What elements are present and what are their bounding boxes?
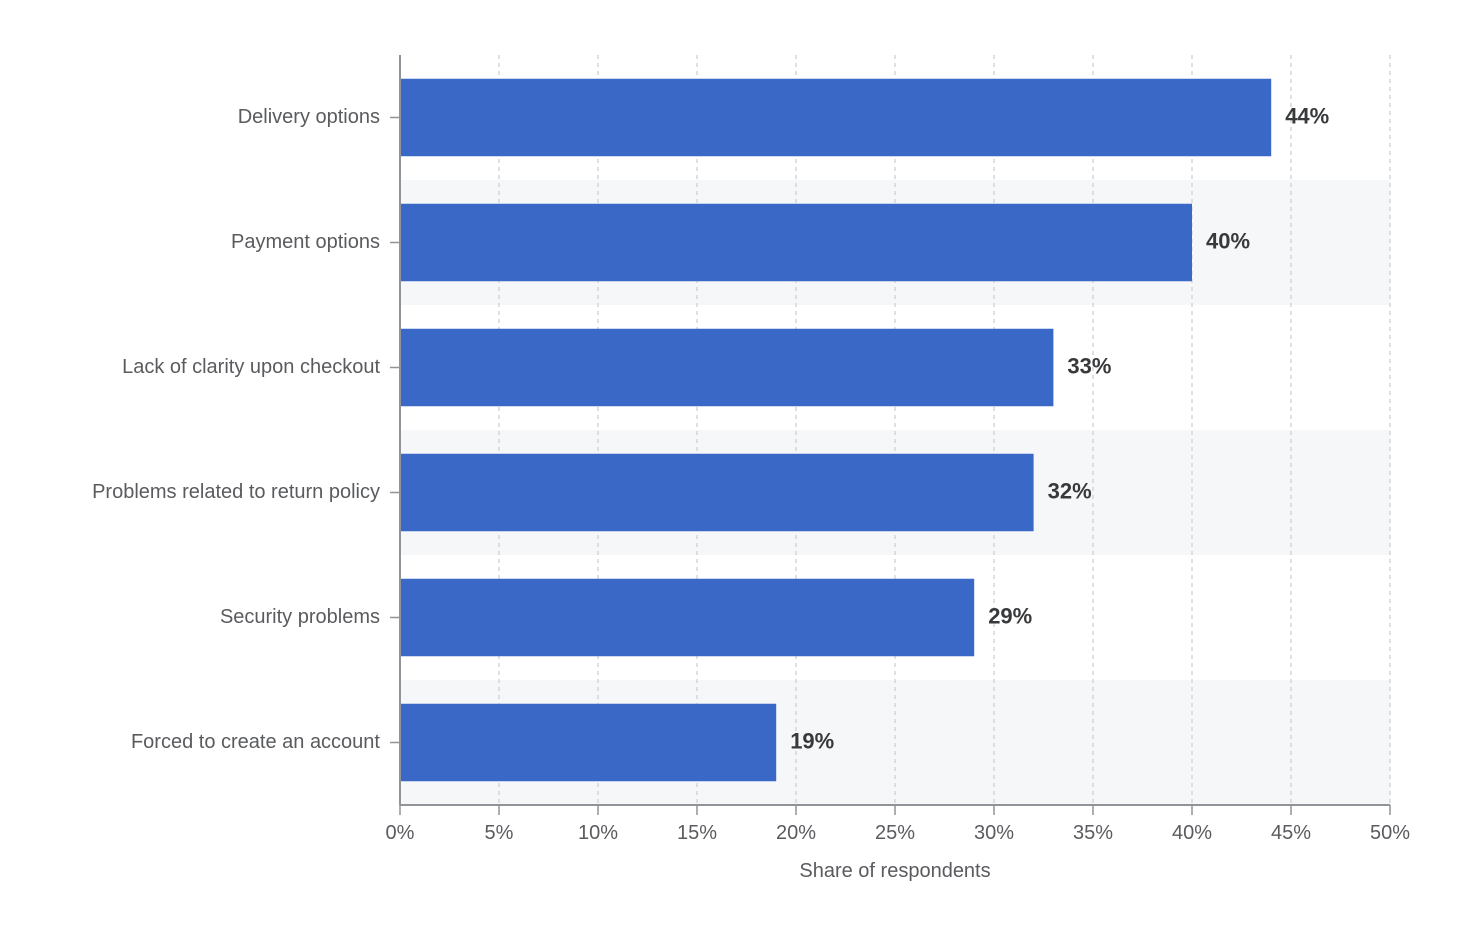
bar-value-label: 33%	[1067, 353, 1111, 378]
y-category-label: Lack of clarity upon checkout	[122, 356, 380, 378]
bar-value-label: 29%	[988, 603, 1032, 628]
x-tick-label: 35%	[1073, 822, 1113, 844]
bar-chart: 44% 40% 33% 32% 29% 19% 0% 5% 10% 15% 20% 25% 30% 35%…	[0, 0, 1462, 932]
y-axis: Delivery options Payment options Lack of c…	[92, 106, 400, 753]
chart-container: 44% 40% 33% 32% 29% 19% 0% 5% 10% 15% 20% 25% 30% 35%…	[0, 0, 1462, 932]
x-tick-label: 5%	[485, 822, 514, 844]
x-tick-label: 50%	[1370, 822, 1410, 844]
bar-value-label: 19%	[790, 728, 834, 753]
y-category-label: Delivery options	[238, 106, 380, 128]
x-tick-label: 0%	[386, 822, 415, 844]
bar-value-label: 32%	[1048, 478, 1092, 503]
x-tick-label: 20%	[776, 822, 816, 844]
bar[interactable]	[400, 454, 1034, 532]
x-tick-label: 45%	[1271, 822, 1311, 844]
x-tick-label: 40%	[1172, 822, 1212, 844]
x-tick-label: 30%	[974, 822, 1014, 844]
bar-value-label: 40%	[1206, 228, 1250, 253]
y-category-label: Payment options	[231, 231, 380, 253]
bar-value-label: 44%	[1285, 103, 1329, 128]
x-tick-label: 25%	[875, 822, 915, 844]
y-category-label: Forced to create an account	[131, 731, 380, 753]
bar[interactable]	[400, 79, 1271, 157]
x-tick-label: 15%	[677, 822, 717, 844]
y-category-label: Security problems	[220, 606, 380, 628]
bar[interactable]	[400, 329, 1053, 407]
x-axis: 0% 5% 10% 15% 20% 25% 30% 35% 40% 45% 50%	[386, 805, 1411, 844]
bar[interactable]	[400, 704, 776, 782]
bar[interactable]	[400, 204, 1192, 282]
x-tick-label: 10%	[578, 822, 618, 844]
y-category-label: Problems related to return policy	[92, 481, 380, 503]
bar[interactable]	[400, 579, 974, 657]
x-axis-title: Share of respondents	[799, 860, 990, 882]
